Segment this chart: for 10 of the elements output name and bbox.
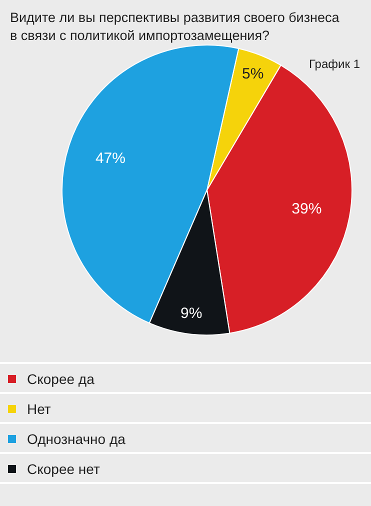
legend-label: Нет [27, 401, 52, 417]
data-label: 47% [95, 150, 126, 168]
legend-label: Однозначно да [27, 431, 126, 447]
data-label: 5% [242, 66, 264, 83]
data-label: 9% [180, 305, 202, 322]
chart-title: Видите ли вы перспективы развития своего бизнеса в связи с политикой импортозамещения? [10, 10, 340, 43]
text: График 1 [308, 57, 360, 71]
legend-label: Скорее да [27, 371, 95, 387]
data-label: 39% [292, 200, 322, 218]
legend-label: Скорее нет [27, 461, 100, 477]
